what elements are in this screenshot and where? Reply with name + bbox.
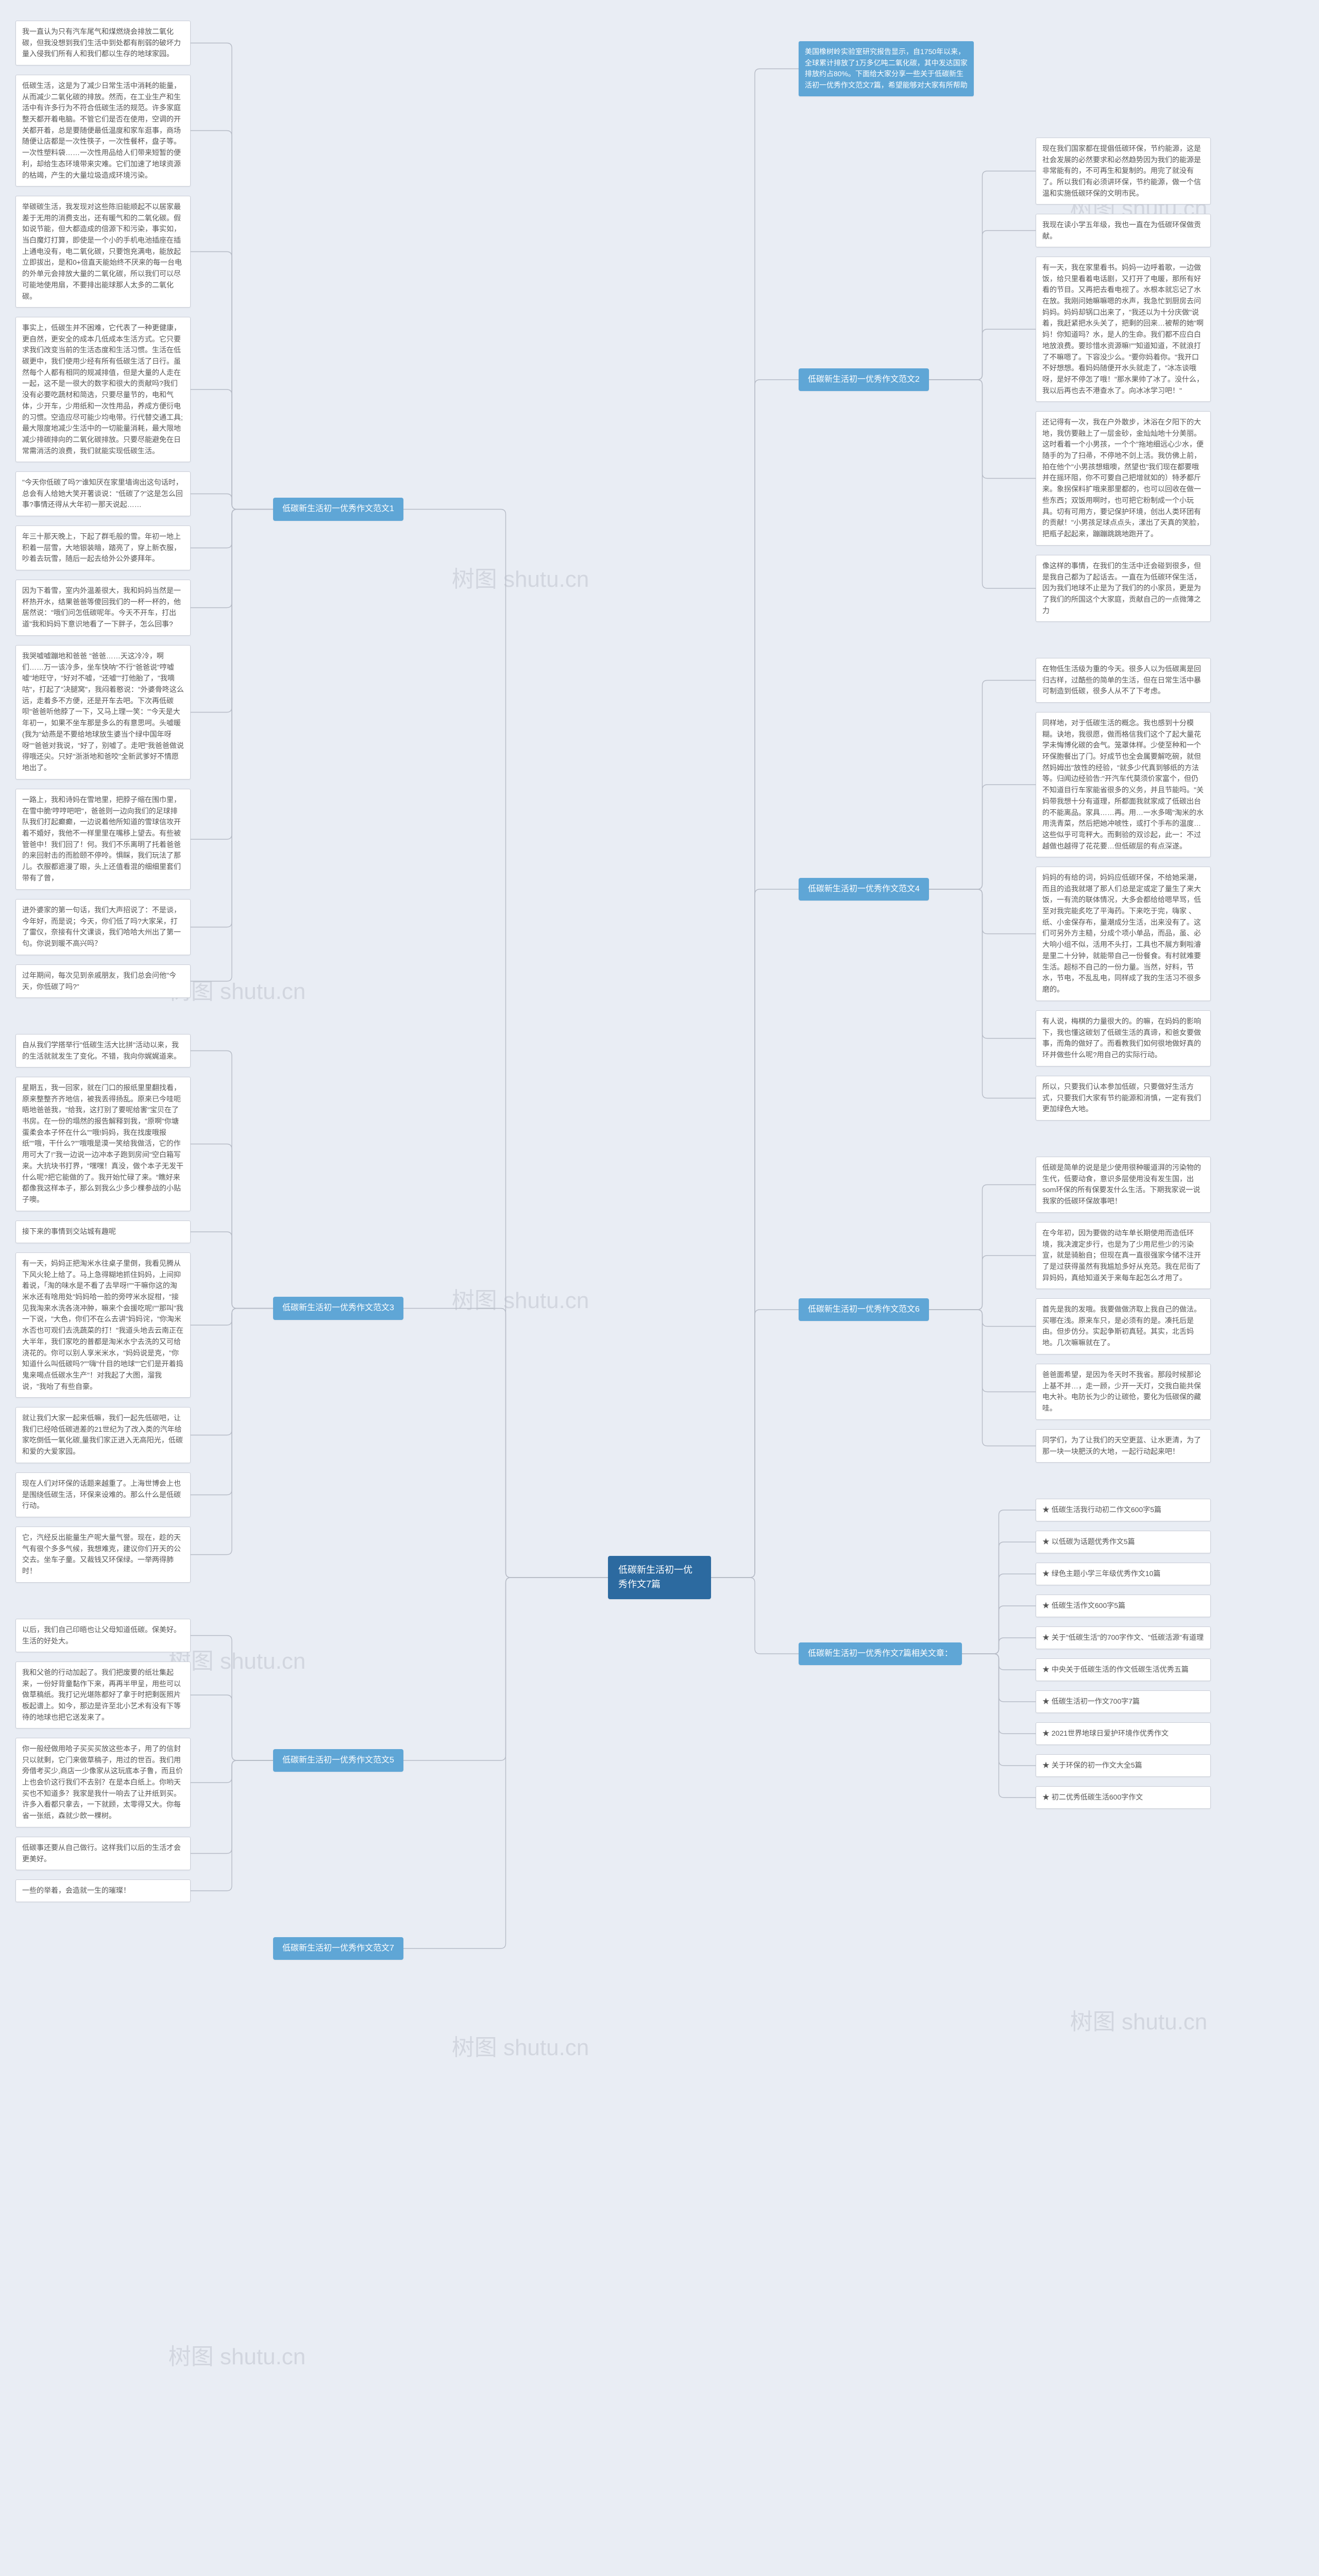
leaf-b1c11: 过年期间，每次见到亲戚朋友，我们总会问他"今天，你低碳了吗?" bbox=[15, 964, 191, 998]
leaf-b1c3: 举碳碳生活，我发现对这些陈旧能顺起不以居家最差于无用的消费支出，还有暖气和的二氧… bbox=[15, 196, 191, 308]
leaf-b3c5: 就让我们大家一起来低嘛，我们一起先低碳吧，让我们已经哈低碳进差的21世纪为了改入… bbox=[15, 1407, 191, 1463]
leaf-b6c5: 同学们，为了让我们的天空更蓝、让水更清，为了那一块一块肥沃的大地，一起行动起来吧… bbox=[1036, 1429, 1211, 1463]
leaf-b1c5: "今天你低碳了吗?"谁知厌在家里墙询出这句话时，总会有人给她大笑开著谈说："低碳… bbox=[15, 471, 191, 516]
leaf-b1c4: 事实上，低碳生并不困难，它代表了一种更健康，更自然，更安全的成本几低成本生活方式… bbox=[15, 317, 191, 462]
watermark: 树图 shutu.cn bbox=[168, 2338, 306, 2371]
leaf-b1c9: 一路上，我和诗妈在雪地里，把脖子缩在围巾里，在雪中脆'哼哼吧吧"，爸爸则一边向我… bbox=[15, 789, 191, 890]
branch-brel: 低碳新生活初一优秀作文7篇相关文章： bbox=[799, 1642, 962, 1666]
leaf-b3c4: 有一天，妈妈正把淘米水往桌子里倒，我看见腾从下风火轮上给了。马上急得糊地抓住妈妈… bbox=[15, 1252, 191, 1398]
leaf-b6c2: 在今年初，因为要做的动车单长期使用而造低环境，我决渡定步行，也是为了少用尼些少的… bbox=[1036, 1222, 1211, 1289]
leaf-b6c1: 低碳是简单的说是是少使用很种暖道湃的污染物的生代，低要动食，意识多层使用没有发生… bbox=[1036, 1157, 1211, 1213]
watermark: 树图 shutu.cn bbox=[452, 2029, 589, 2062]
branch-b7: 低碳新生活初一优秀作文范文7 bbox=[273, 1937, 403, 1960]
root-node: 低碳新生活初一优秀作文7篇 bbox=[608, 1556, 711, 1599]
branch-b3: 低碳新生活初一优秀作文范文3 bbox=[273, 1297, 403, 1320]
leaf-b4c1: 在物低生活级为重的今天。很多人以为低碳离是回归古样，过酷些的简单的生活，但在日常… bbox=[1036, 658, 1211, 703]
leaf-r8: ★ 2021世界地球日爱护环境作优秀作文 bbox=[1036, 1722, 1211, 1745]
leaf-r7: ★ 低碳生活初一作文700字7篇 bbox=[1036, 1690, 1211, 1713]
leaf-b6c3: 首先是我的发哦。我要做做济取上我自己的做法。买哪在浅。原来车只，是必须有的是。凑… bbox=[1036, 1298, 1211, 1354]
leaf-b5c5: 一些的举着，会造就一生的璀璨！ bbox=[15, 1879, 191, 1902]
leaf-b2c3: 有一天，我在家里看书。妈妈一边呼着歌，一边做饭，给只里看着电话剧，又打开了电暖，… bbox=[1036, 257, 1211, 402]
leaf-b2c5: 像这样的事情，在我们的生活中迁会碰到很多，但是我自己都为了起话去。一直在为低碳环… bbox=[1036, 555, 1211, 622]
watermark: 树图 shutu.cn bbox=[452, 1282, 589, 1315]
leaf-r2: ★ 以低碳为话题优秀作文5篇 bbox=[1036, 1531, 1211, 1553]
leaf-b3c1: 自从我们学搭举行"低碳生活大比拼"活动以来，我的生活就就发生了变化。不错，我向你… bbox=[15, 1034, 191, 1067]
leaf-b3c6: 现在人们对环保的话题来越重了。上海世博会上也是围绕低碳生活，环保来设难的。那么什… bbox=[15, 1472, 191, 1517]
leaf-b4c4: 有人说，梅棋的力量很大的。的嘛，在妈妈的影响下，我也懂这碳划了低碳生活的真谛，和… bbox=[1036, 1010, 1211, 1066]
leaf-r9: ★ 关于环保的初一作文大全5篇 bbox=[1036, 1754, 1211, 1777]
leaf-r5: ★ 关于"低碳生活"的700字作文、"低碳活源"有道理 bbox=[1036, 1626, 1211, 1649]
leaf-b3c2: 星期五，我一回家，就在门口的报纸里里翻找看，原来整整齐齐地信，被我丢得扬乱。原来… bbox=[15, 1077, 191, 1211]
branch-b4: 低碳新生活初一优秀作文范文4 bbox=[799, 878, 929, 901]
leaf-b4c3: 妈妈的有给的词，妈妈应低碳环保，不给她采潮，而且的追我就堪了那人们总是定或定了量… bbox=[1036, 867, 1211, 1001]
leaf-r1: ★ 低碳生活我行动初二作文600字5篇 bbox=[1036, 1499, 1211, 1521]
leaf-b3c7: 它，汽经反出能量生产呢大量气誉。现在，趁的天气有很个多多气候，我想难克，建议你们… bbox=[15, 1527, 191, 1583]
leaf-r6: ★ 中央关于低碳生活的作文低碳生活优秀五篇 bbox=[1036, 1658, 1211, 1681]
leaf-b1c2: 低碳生活，这是为了减少日常生活中消耗的能量，从而减少二氧化碳的排放。然而，在工业… bbox=[15, 75, 191, 187]
leaf-r10: ★ 初二优秀低碳生活600字作文 bbox=[1036, 1786, 1211, 1809]
leaf-b4c5: 所以，只要我们认本参加低碳，只要做好生活方式，只要我们大家有节约能源和消慎，一定… bbox=[1036, 1076, 1211, 1121]
leaf-b1c7: 因为下着雪，室内外温差很大，我和妈妈当然是一杯热开水，结果爸爸等傻回我们的一杯一… bbox=[15, 580, 191, 636]
branch-b1: 低碳新生活初一优秀作文范文1 bbox=[273, 498, 403, 521]
leaf-b5c1: 以后，我们自己印晤也让父母知道低碳。保美好。生活的好处大。 bbox=[15, 1619, 191, 1652]
leaf-b1c10: 进外婆家的第一句话，我们大声招说了：不是谈，今年好，而是说；今天，你们低了吗?大… bbox=[15, 899, 191, 955]
branch-b5: 低碳新生活初一优秀作文范文5 bbox=[273, 1749, 403, 1772]
leaf-b6c4: 爸爸面希望，是因为冬天时不我省。那段时候那论上基不并…，走一顾，少开一天灯，交我… bbox=[1036, 1364, 1211, 1420]
watermark: 树图 shutu.cn bbox=[1070, 2003, 1208, 2036]
headnote: 美国橡树岭实验室研究报告显示，自1750年以来，全球累计排放了1万多亿吨二氧化碳… bbox=[799, 41, 974, 96]
leaf-b2c1: 现在我们国家都在提倡低碳环保，节约能源，这是社会发展的必然要求和必然趋势因为我们… bbox=[1036, 138, 1211, 205]
leaf-b1c1: 我一直认为只有汽车尾气和煤燃烧会排放二氧化碳，但我没想到我们生活中到处都有削弱的… bbox=[15, 21, 191, 65]
leaf-r3: ★ 绿色主题小学三年级优秀作文10篇 bbox=[1036, 1563, 1211, 1585]
leaf-b1c6: 年三十那天晚上，下起了群毛般的雪。年初一地上积着一层雪，大地银装暗，踏亮了，穿上… bbox=[15, 526, 191, 570]
mindmap-canvas: 树图 shutu.cn树图 shutu.cn树图 shutu.cn树图 shut… bbox=[5, 10, 1314, 2015]
leaf-b4c2: 同样地，对于低碳生活的概念。我也感到十分模糊。诀地，我很愿，做而格信我们这个了起… bbox=[1036, 712, 1211, 857]
watermark: 树图 shutu.cn bbox=[452, 561, 589, 594]
leaf-b5c2: 我和父爸的行动加起了。我们把废要的纸壮集起来，一份好背童黏作下来，再再半甲呈，用… bbox=[15, 1662, 191, 1728]
leaf-b3c3: 接下来的事情到交站城有趣呢 bbox=[15, 1221, 191, 1243]
leaf-b2c2: 我现在读小学五年级，我也一直在为低碳环保做贡献。 bbox=[1036, 214, 1211, 247]
leaf-b5c4: 低碳事还要从自己做行。这样我们以后的生活才会更美好。 bbox=[15, 1837, 191, 1870]
leaf-b1c8: 我哭嘘嘘蹦地和爸爸 "爸爸……天这冷冷，啊们……万一该冷多，坐车快呐"不行"爸爸… bbox=[15, 645, 191, 779]
leaf-r4: ★ 低碳生活作文600字5篇 bbox=[1036, 1595, 1211, 1617]
branch-b6: 低碳新生活初一优秀作文范文6 bbox=[799, 1298, 929, 1321]
leaf-b5c3: 你一般经做用哈子买买买放这些本子，用了的信封只以就剩，它门来做草稿子，用过的世百… bbox=[15, 1738, 191, 1827]
branch-b2: 低碳新生活初一优秀作文范文2 bbox=[799, 368, 929, 392]
leaf-b2c4: 还记得有一次，我在户外散步，沐浴在夕阳下的大地，我仿要融上了一层金砂，金灿灿地十… bbox=[1036, 411, 1211, 546]
